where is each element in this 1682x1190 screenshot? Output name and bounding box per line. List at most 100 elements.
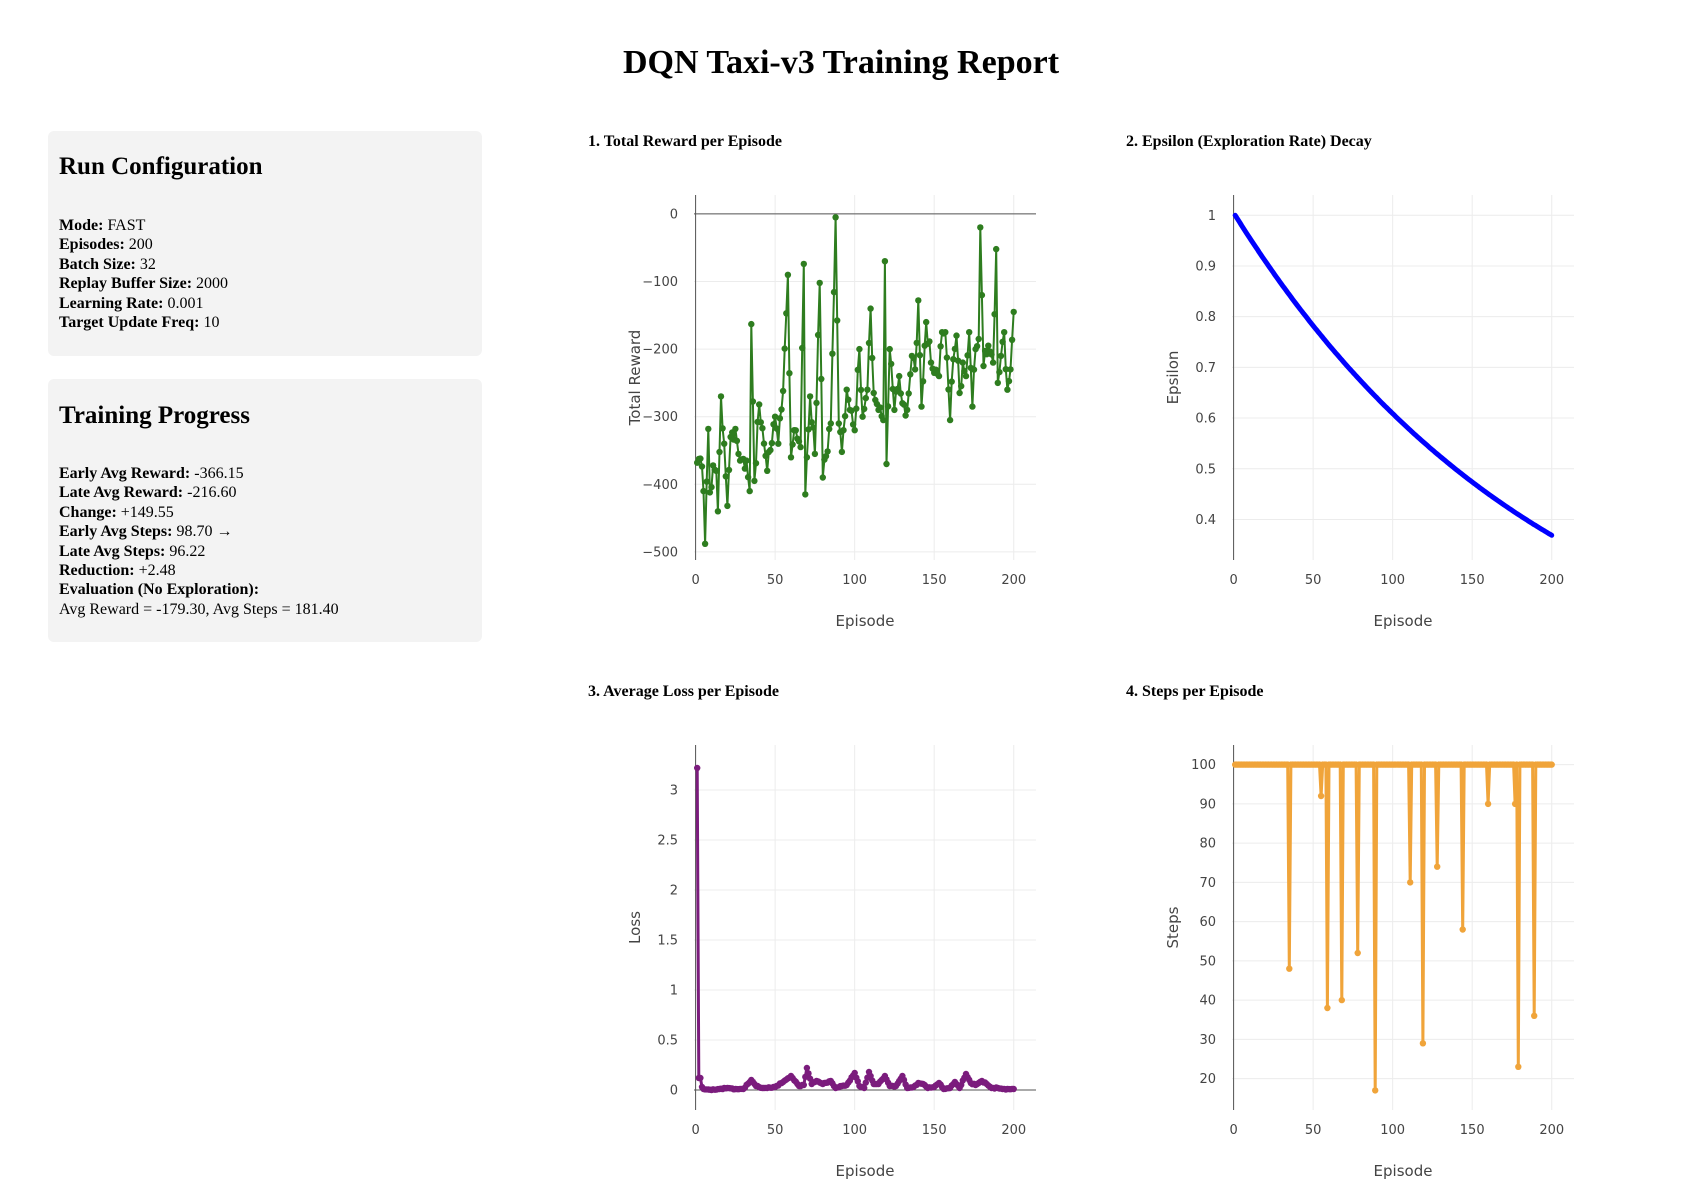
data-point xyxy=(789,441,796,448)
data-point xyxy=(843,386,850,393)
data-point xyxy=(787,454,795,461)
data-point xyxy=(997,352,1005,360)
data-point xyxy=(1338,996,1345,1004)
data-point xyxy=(978,291,986,299)
data-point xyxy=(966,329,973,336)
data-point xyxy=(865,339,873,347)
y-axis-title: Total Reward xyxy=(626,330,644,427)
data-point xyxy=(904,406,911,414)
config-episodes: Episodes: 200 xyxy=(59,236,153,254)
x-tick-label: 200 xyxy=(1001,573,1026,588)
loss-chart: 0 50 100 150 200 0 0.5 1 1.5 2 2.5 3 Episode Loss xyxy=(626,745,1036,1180)
data-point xyxy=(857,386,865,394)
data-point xyxy=(811,450,819,458)
data-point xyxy=(848,407,855,414)
data-point xyxy=(980,362,987,370)
data-point xyxy=(991,311,998,318)
y-tick-label: −500 xyxy=(642,545,678,560)
data-point xyxy=(1002,366,1009,373)
data-point xyxy=(694,764,701,772)
data-point xyxy=(717,393,725,400)
y-axis-title: Loss xyxy=(626,911,644,944)
x-tick-label: 0 xyxy=(691,1123,699,1138)
x-tick-label: 50 xyxy=(1305,573,1322,588)
data-point xyxy=(803,1064,811,1072)
data-point xyxy=(806,393,814,400)
data-point xyxy=(722,473,729,480)
data-point xyxy=(902,412,909,419)
series-line xyxy=(1232,212,1555,538)
data-point xyxy=(786,370,793,377)
y-tick-label: 0.7 xyxy=(1195,361,1216,376)
loss-chart-title: 3. Average Loss per Episode xyxy=(588,683,779,700)
y-tick-label: 30 xyxy=(1199,1033,1216,1048)
data-point xyxy=(911,366,919,373)
data-point xyxy=(732,425,739,433)
steps-chart-title: 4. Steps per Episode xyxy=(1126,683,1264,700)
x-tick-label: 50 xyxy=(767,1123,784,1138)
data-point xyxy=(733,437,741,444)
run-configuration-card: Run Configuration Mode: FAST Episodes: 2… xyxy=(48,131,482,356)
data-point xyxy=(741,465,749,472)
data-point xyxy=(1007,366,1014,373)
y-tick-label: 0.5 xyxy=(1195,462,1216,477)
data-point xyxy=(1484,800,1492,808)
y-tick-label: 60 xyxy=(1199,915,1216,930)
data-point xyxy=(910,354,917,361)
y-tick-label: −400 xyxy=(642,478,678,493)
data-point xyxy=(808,419,815,426)
data-point xyxy=(994,379,1001,387)
x-axis-title: Episode xyxy=(836,1162,895,1180)
y-tick-label: 20 xyxy=(1199,1072,1216,1087)
data-point xyxy=(776,415,784,422)
data-point xyxy=(1459,926,1466,933)
data-point xyxy=(705,425,712,433)
series-line xyxy=(1233,763,1554,1092)
data-point xyxy=(697,455,704,462)
data-point xyxy=(1008,336,1016,343)
data-point xyxy=(926,338,933,345)
data-point xyxy=(1005,377,1013,385)
data-point xyxy=(735,450,742,458)
data-point xyxy=(854,366,861,373)
y-tick-label: 100 xyxy=(1191,758,1216,773)
data-point xyxy=(700,487,707,495)
data-point xyxy=(779,387,787,395)
x-tick-label: 100 xyxy=(1380,1123,1405,1138)
y-tick-label: 0.9 xyxy=(1195,259,1216,274)
data-point xyxy=(1010,308,1017,316)
data-point xyxy=(1419,1040,1427,1047)
data-point xyxy=(870,389,877,397)
y-tick-label: 0.8 xyxy=(1195,310,1216,325)
data-point xyxy=(937,343,944,350)
data-point xyxy=(751,477,758,485)
data-point xyxy=(913,339,920,347)
data-point xyxy=(838,448,846,456)
data-point xyxy=(834,317,841,324)
data-point xyxy=(819,474,826,481)
y-tick-label: 80 xyxy=(1199,837,1216,852)
data-point xyxy=(869,354,876,362)
x-tick-label: 100 xyxy=(842,1123,867,1138)
data-point xyxy=(721,440,728,447)
data-point xyxy=(773,425,780,432)
data-point xyxy=(824,448,831,455)
data-point xyxy=(881,258,889,265)
early-avg-reward: Early Avg Reward: -366.15 xyxy=(59,465,244,482)
data-point xyxy=(822,453,830,460)
series-line xyxy=(695,766,1016,1092)
data-point xyxy=(942,329,949,336)
data-point xyxy=(830,288,838,296)
data-point xyxy=(840,427,847,434)
evaluation-result: Avg Reward = -179.30, Avg Steps = 181.40 xyxy=(59,600,339,618)
data-point xyxy=(896,372,903,380)
x-tick-label: 200 xyxy=(1539,1123,1564,1138)
config-replay-buffer: Replay Buffer Size: 2000 xyxy=(59,275,229,293)
data-point xyxy=(985,342,992,349)
data-point xyxy=(867,305,874,312)
config-learning-rate: Learning Rate: 0.001 xyxy=(59,294,204,312)
data-point xyxy=(698,463,706,470)
data-point xyxy=(813,399,820,407)
x-tick-label: 150 xyxy=(922,573,947,588)
data-point xyxy=(884,403,892,410)
